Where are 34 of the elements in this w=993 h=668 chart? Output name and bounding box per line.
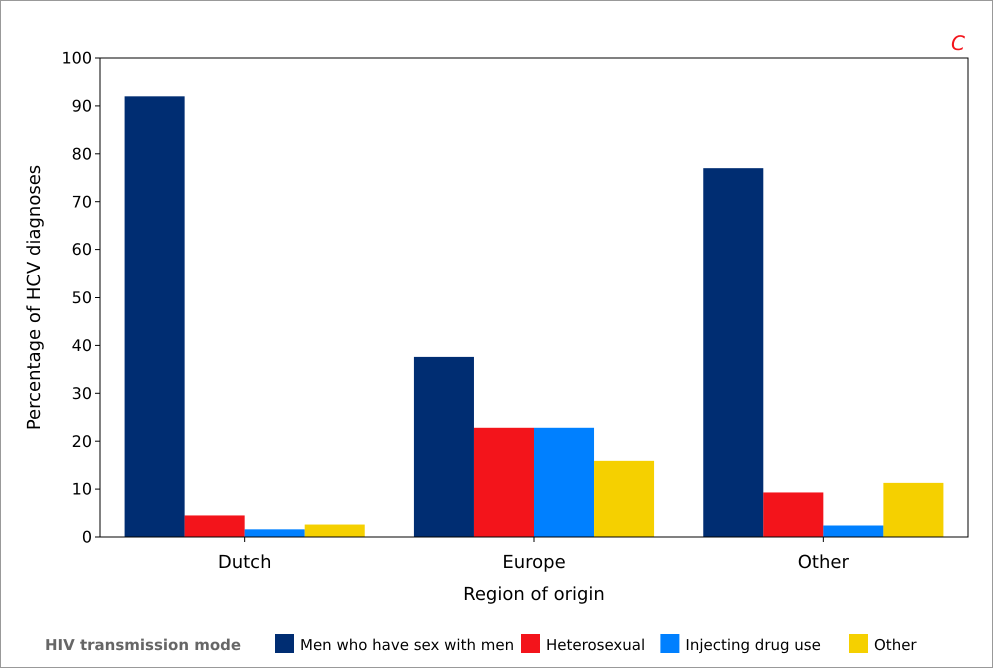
x-axis-title: Region of origin [463, 584, 605, 605]
y-axis-title: Percentage of HCV diagnoses [24, 164, 45, 430]
legend-label: Injecting drug use [685, 636, 821, 654]
bar [244, 529, 305, 537]
y-tick-label: 20 [72, 432, 92, 451]
legend-label: Heterosexual [546, 636, 646, 654]
bar [474, 428, 534, 537]
x-tick-label: Europe [502, 552, 566, 573]
bar [703, 168, 764, 537]
y-tick-label: 90 [72, 96, 92, 116]
bar [763, 492, 824, 537]
x-tick-label: Dutch [218, 552, 272, 573]
y-tick-label: 30 [72, 384, 92, 403]
y-tick-label: 70 [72, 192, 92, 212]
bar [304, 524, 365, 537]
bar [883, 482, 944, 537]
text: C [951, 31, 966, 55]
x-tick-label: Other [798, 552, 850, 573]
legend-label: Men who have sex with men [300, 636, 514, 654]
bar [823, 526, 884, 537]
y-tick-label: 60 [72, 240, 92, 260]
y-tick-label: 100 [61, 48, 92, 68]
bar [594, 460, 654, 537]
bar [414, 356, 474, 537]
y-tick-label: 0 [82, 528, 92, 547]
bar [534, 428, 594, 537]
bar [124, 96, 185, 537]
y-tick-label: 10 [72, 480, 92, 499]
legend-title: HIV transmission mode [45, 636, 242, 654]
y-tick-label: 80 [72, 144, 92, 164]
y-tick-label: 50 [72, 288, 92, 308]
bar [184, 515, 245, 537]
y-tick-label: 40 [72, 336, 92, 355]
legend-label: Other [874, 636, 918, 654]
